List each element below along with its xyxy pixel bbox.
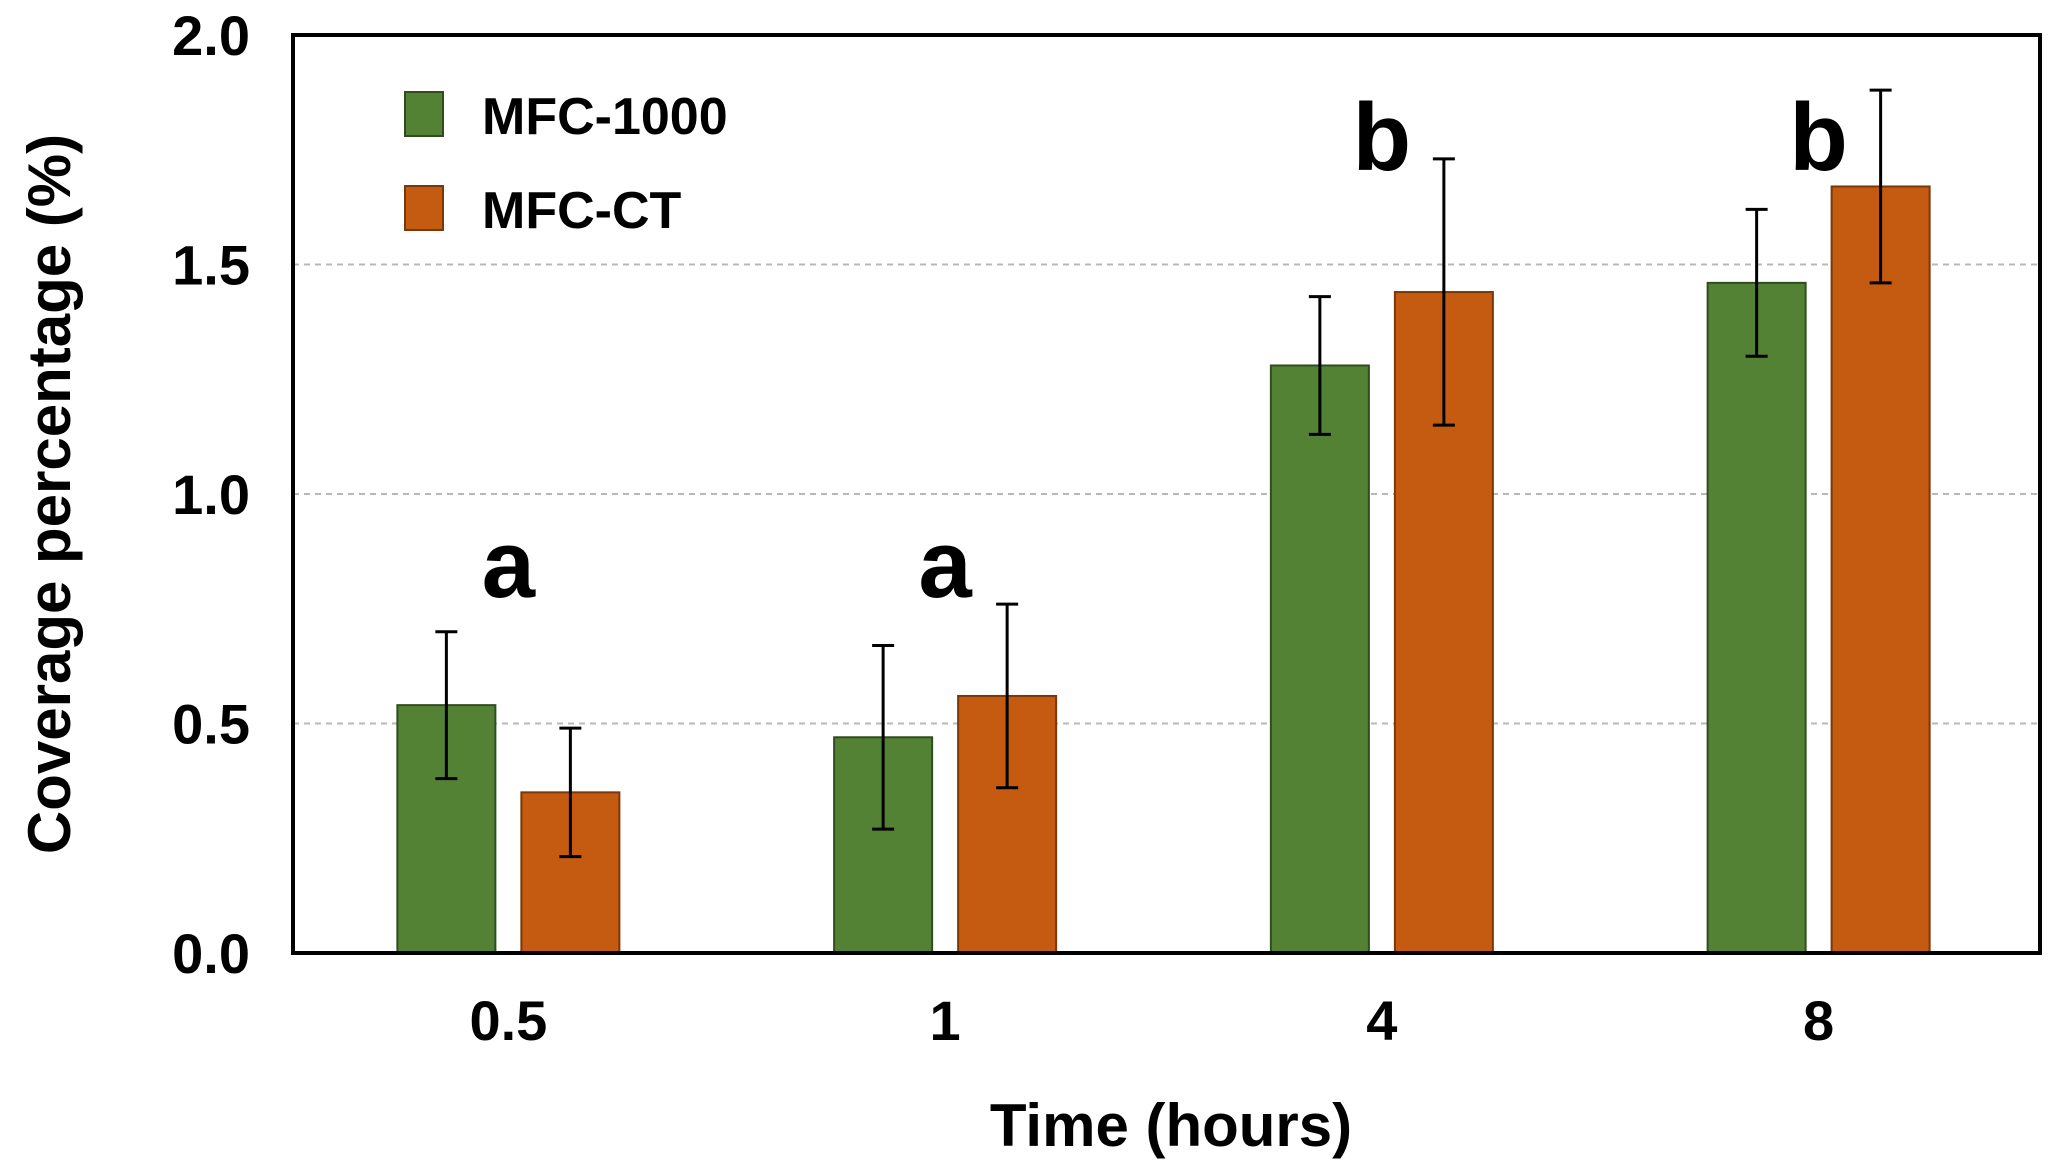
y-tick-labels: 0.0 0.5 1.0 1.5 2.0 (172, 4, 250, 985)
annotation-b-8: b (1789, 84, 1848, 191)
bar-mfc-1000-8 (1706, 281, 1807, 954)
significance-annotations: a a b b (482, 84, 1848, 618)
x-axis-title: Time (hours) (990, 1092, 1352, 1159)
legend-label-mfc-1000: MFC-1000 (482, 88, 728, 146)
bar-mfc-1000-4 (1269, 364, 1370, 955)
legend-label-mfc-ct: MFC-CT (482, 182, 682, 240)
annotation-a-0.5: a (482, 511, 536, 618)
annotation-b-4: b (1353, 84, 1412, 191)
y-tick-label: 1.5 (172, 234, 250, 297)
x-tick-label-0.5: 0.5 (469, 989, 547, 1052)
y-tick-label: 2.0 (172, 4, 250, 67)
x-tick-label-4: 4 (1366, 989, 1397, 1052)
y-tick-label: 0.5 (172, 693, 250, 756)
plot-frame (291, 33, 2042, 955)
x-tick-labels: 0.5 1 4 8 (469, 989, 1834, 1052)
legend-swatch-mfc-1000 (404, 91, 444, 137)
y-tick-label: 0.0 (172, 922, 250, 985)
y-axis-title: Coverage percentage (%) (16, 134, 83, 854)
legend: MFC-1000 MFC-CT (404, 88, 728, 240)
y-tick-label: 1.0 (172, 463, 250, 526)
annotation-a-1: a (918, 511, 972, 618)
x-tick-label-1: 1 (930, 989, 961, 1052)
bar-mfc-ct-8 (1830, 185, 1931, 955)
legend-swatch-mfc-ct (404, 185, 444, 231)
bars (396, 185, 1931, 955)
x-tick-label-8: 8 (1803, 989, 1834, 1052)
error-bars (435, 88, 1892, 859)
